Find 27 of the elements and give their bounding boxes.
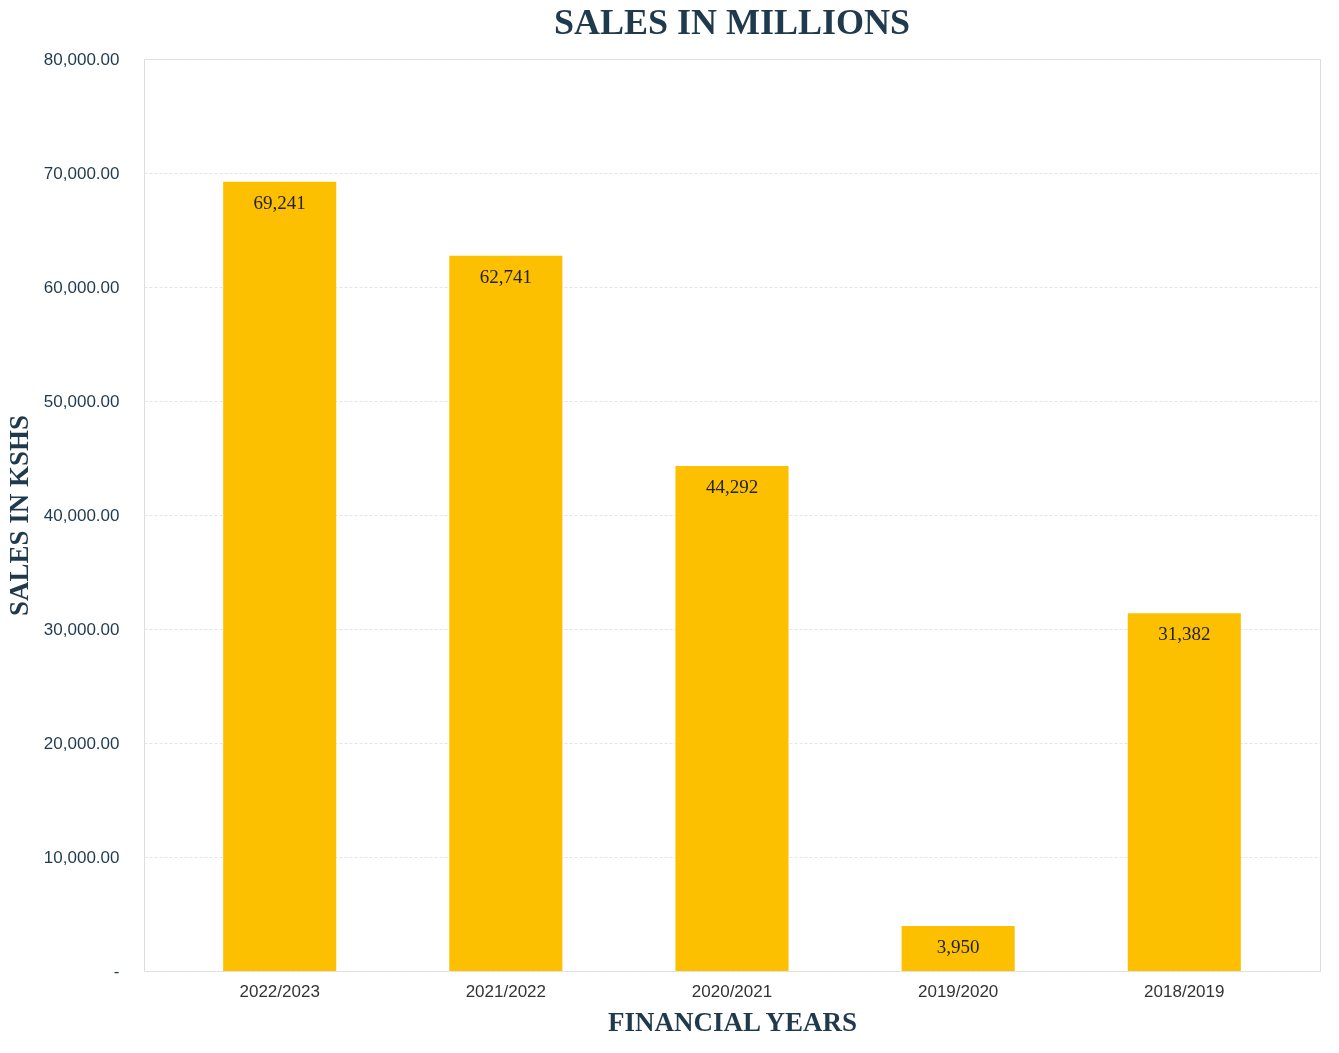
y-tick-label: 70,000.00 bbox=[43, 163, 120, 183]
bar bbox=[901, 925, 1015, 971]
x-tick-label: 2020/2021 bbox=[691, 981, 773, 1001]
y-tick-label: 60,000.00 bbox=[43, 277, 120, 297]
x-tick-label: 2019/2020 bbox=[917, 981, 999, 1001]
y-tick-label: 40,000.00 bbox=[43, 505, 120, 525]
x-axis-title: FINANCIAL YEARS bbox=[608, 1006, 857, 1037]
y-tick-label: 30,000.00 bbox=[43, 619, 120, 639]
bar bbox=[223, 181, 337, 971]
y-axis-title: SALES IN KSHS bbox=[3, 414, 34, 617]
bar bbox=[675, 466, 789, 971]
data-label: 69,241 bbox=[253, 191, 306, 213]
data-label: 31,382 bbox=[1158, 623, 1211, 645]
x-tick-label: 2022/2023 bbox=[239, 981, 320, 1001]
y-tick-label: 20,000.00 bbox=[43, 733, 120, 753]
y-tick-label: 50,000.00 bbox=[43, 391, 120, 411]
x-tick-label: 2021/2022 bbox=[465, 981, 547, 1001]
data-label: 3,950 bbox=[936, 935, 980, 957]
y-tick-label: 10,000.00 bbox=[43, 847, 120, 867]
y-tick-label: 80,000.00 bbox=[43, 49, 120, 69]
y-tick-label: - bbox=[113, 961, 120, 981]
bar bbox=[449, 255, 563, 971]
bar bbox=[1127, 613, 1241, 971]
data-label: 44,292 bbox=[705, 476, 759, 498]
x-tick-label: 2018/2019 bbox=[1144, 981, 1225, 1001]
chart-title: SALES IN MILLIONS bbox=[553, 2, 911, 42]
data-label: 62,741 bbox=[479, 265, 532, 287]
